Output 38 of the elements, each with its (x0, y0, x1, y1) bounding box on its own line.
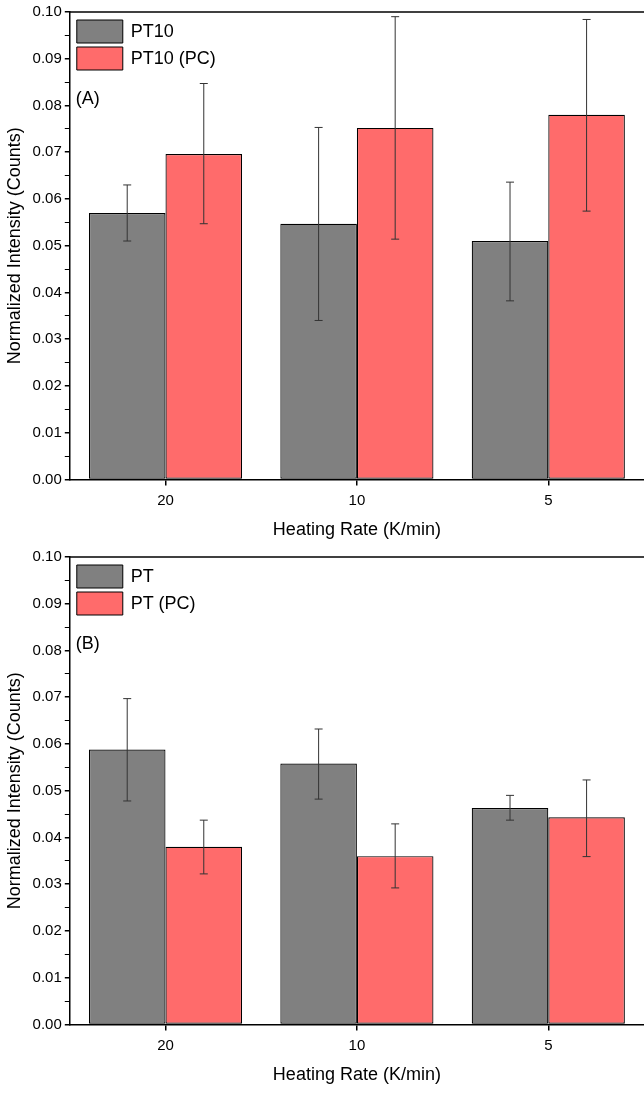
y-tick-label: 0.03 (32, 329, 62, 347)
y-tick-label: 0.10 (32, 547, 62, 565)
annotation: (A) (75, 87, 100, 108)
y-tick-label: 0.06 (32, 734, 62, 752)
y-tick-label: 0.02 (32, 376, 62, 394)
x-tick-label: 10 (348, 490, 366, 508)
x-axis-title: Heating Rate (K/min) (272, 519, 441, 540)
legend-label: PT (130, 565, 154, 586)
y-tick-label: 0.08 (32, 640, 62, 658)
y-tick-label: 0.07 (32, 687, 62, 705)
y-tick-label: 0.05 (32, 235, 62, 253)
y-tick-label: 0.04 (32, 282, 62, 300)
y-tick-label: 0.01 (32, 967, 62, 985)
legend-label: PT10 (130, 20, 174, 41)
legend-label: PT10 (PC) (130, 47, 216, 68)
y-tick-label: 0.08 (32, 95, 62, 113)
y-axis-title: Normalized Intensity (Counts) (3, 127, 24, 365)
legend-label: PT (PC) (130, 592, 196, 613)
x-tick-label: 20 (157, 490, 174, 508)
x-tick-label: 5 (544, 1035, 553, 1053)
y-tick-label: 0.06 (32, 189, 62, 207)
y-tick-label: 0.03 (32, 874, 62, 892)
y-tick-label: 0.10 (32, 2, 62, 20)
y-tick-label: 0.09 (32, 48, 62, 66)
x-tick-label: 10 (348, 1035, 366, 1053)
y-tick-label: 0.09 (32, 593, 62, 611)
y-tick-label: 0.02 (32, 921, 62, 939)
x-tick-label: 5 (544, 490, 553, 508)
y-tick-label: 0.01 (32, 422, 62, 440)
y-tick-label: 0.00 (32, 1014, 62, 1032)
y-tick-label: 0.00 (32, 469, 62, 487)
x-axis-title: Heating Rate (K/min) (272, 1064, 441, 1085)
y-tick-label: 0.04 (32, 827, 62, 845)
x-tick-label: 20 (157, 1035, 174, 1053)
y-tick-label: 0.07 (32, 142, 62, 160)
annotation: (B) (75, 632, 100, 653)
y-axis-title: Normalized Intensity (Counts) (3, 672, 24, 910)
y-tick-label: 0.05 (32, 780, 62, 798)
